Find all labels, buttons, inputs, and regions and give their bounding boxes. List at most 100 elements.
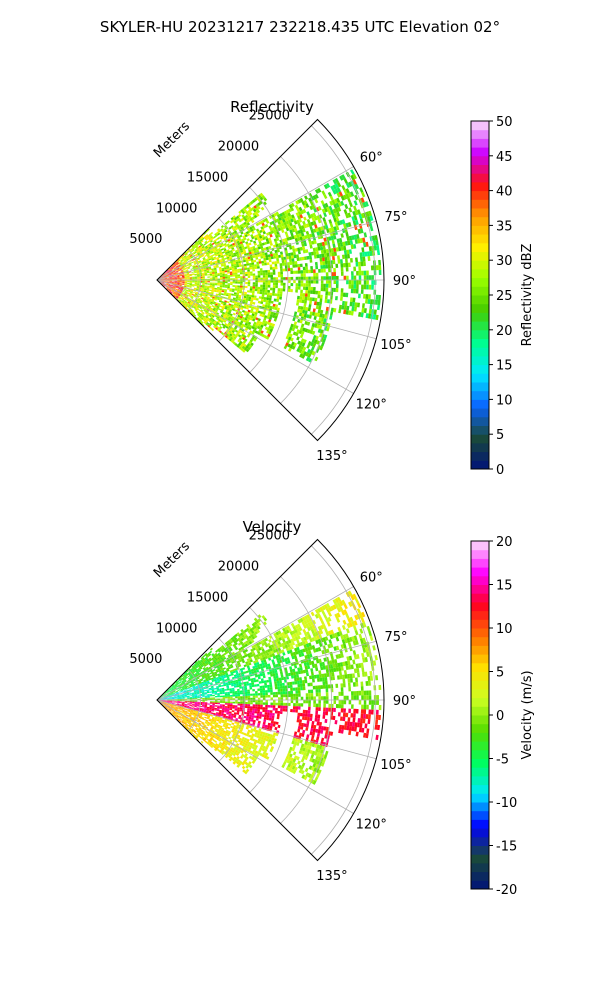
data-cell bbox=[260, 206, 265, 211]
data-cell bbox=[319, 242, 323, 247]
data-cell bbox=[343, 194, 348, 200]
data-cell bbox=[255, 247, 259, 251]
data-cell bbox=[239, 241, 243, 245]
data-cell bbox=[291, 214, 295, 219]
data-cell bbox=[188, 253, 192, 256]
data-cell bbox=[203, 252, 206, 255]
data-cell bbox=[231, 687, 235, 690]
data-cell bbox=[278, 302, 282, 306]
data-cell bbox=[260, 272, 263, 276]
data-cell bbox=[235, 218, 239, 223]
data-cell bbox=[224, 257, 228, 260]
data-cell bbox=[330, 311, 334, 316]
data-cell bbox=[334, 177, 340, 184]
data-cell bbox=[325, 310, 329, 315]
data-cell bbox=[209, 260, 213, 263]
data-cell bbox=[246, 263, 250, 266]
data-cell bbox=[227, 270, 230, 273]
data-cell bbox=[312, 297, 315, 302]
colorbar-segment bbox=[471, 155, 489, 165]
data-cell bbox=[244, 223, 248, 227]
data-cell bbox=[285, 220, 290, 225]
data-cell bbox=[305, 223, 310, 228]
data-cell bbox=[298, 233, 302, 238]
data-cell bbox=[325, 280, 329, 284]
data-cell bbox=[179, 280, 183, 282]
data-cell bbox=[200, 236, 204, 240]
data-cell bbox=[309, 259, 313, 263]
data-cell bbox=[176, 262, 180, 265]
data-cell bbox=[313, 276, 316, 280]
data-cell bbox=[290, 225, 294, 230]
data-cell bbox=[269, 267, 273, 270]
colorbar-segment bbox=[471, 364, 489, 374]
data-cell bbox=[372, 645, 376, 651]
data-cell bbox=[220, 277, 223, 279]
data-cell bbox=[204, 254, 207, 257]
data-cell bbox=[245, 282, 248, 285]
data-cell bbox=[273, 277, 276, 280]
data-cell bbox=[205, 267, 209, 269]
colorbar-segment bbox=[471, 129, 489, 139]
data-cell bbox=[332, 189, 337, 195]
data-cell bbox=[276, 214, 281, 219]
data-cell bbox=[270, 256, 274, 260]
data-cell bbox=[363, 275, 367, 280]
data-cell bbox=[295, 212, 300, 217]
panel-title: Reflectivity bbox=[230, 98, 314, 116]
data-cell bbox=[205, 241, 208, 245]
data-cell bbox=[272, 293, 275, 296]
data-cell bbox=[287, 219, 292, 224]
data-cell bbox=[272, 287, 276, 291]
data-cell bbox=[219, 259, 223, 262]
data-cell bbox=[252, 290, 255, 294]
data-cell bbox=[227, 252, 231, 255]
data-cell bbox=[242, 207, 246, 211]
data-cell bbox=[246, 213, 251, 217]
data-cell bbox=[196, 271, 200, 273]
data-cell bbox=[227, 271, 230, 274]
data-cell bbox=[247, 206, 252, 210]
data-cell bbox=[295, 230, 299, 235]
data-cell bbox=[197, 248, 201, 252]
data-cell bbox=[310, 266, 313, 270]
data-cell bbox=[310, 221, 315, 226]
data-cell bbox=[256, 236, 260, 240]
data-cell bbox=[290, 276, 294, 280]
data-cell bbox=[177, 259, 180, 262]
angle-tick-label: 135° bbox=[316, 449, 347, 464]
data-cell bbox=[359, 628, 364, 634]
data-cell bbox=[192, 291, 196, 294]
data-cell bbox=[308, 283, 311, 287]
data-cell bbox=[378, 259, 381, 266]
data-cell bbox=[210, 240, 213, 243]
data-cell bbox=[278, 254, 282, 258]
data-cell bbox=[258, 296, 262, 299]
data-cell bbox=[299, 296, 303, 300]
data-cell bbox=[348, 207, 353, 213]
data-cell bbox=[358, 223, 363, 229]
data-cell bbox=[185, 269, 189, 272]
data-cell bbox=[366, 625, 371, 632]
data-cell bbox=[324, 257, 328, 262]
data-cell bbox=[333, 276, 337, 280]
data-cell bbox=[298, 206, 303, 212]
data-cell bbox=[226, 301, 230, 304]
colorbar-tick-label: 20 bbox=[496, 324, 513, 339]
data-cell bbox=[195, 254, 199, 257]
data-cell bbox=[329, 200, 334, 206]
data-cell bbox=[259, 289, 263, 292]
data-cell bbox=[169, 277, 172, 279]
data-cell bbox=[227, 284, 230, 287]
data-cell bbox=[279, 671, 283, 675]
data-cell bbox=[230, 260, 234, 264]
data-cell bbox=[177, 280, 180, 282]
data-cell bbox=[274, 232, 278, 236]
data-cell bbox=[244, 291, 247, 295]
data-cell bbox=[359, 218, 364, 224]
data-cell bbox=[264, 223, 269, 228]
data-cell bbox=[258, 261, 262, 264]
data-cell bbox=[305, 280, 309, 284]
data-cell bbox=[252, 301, 256, 305]
data-cell bbox=[210, 236, 214, 239]
